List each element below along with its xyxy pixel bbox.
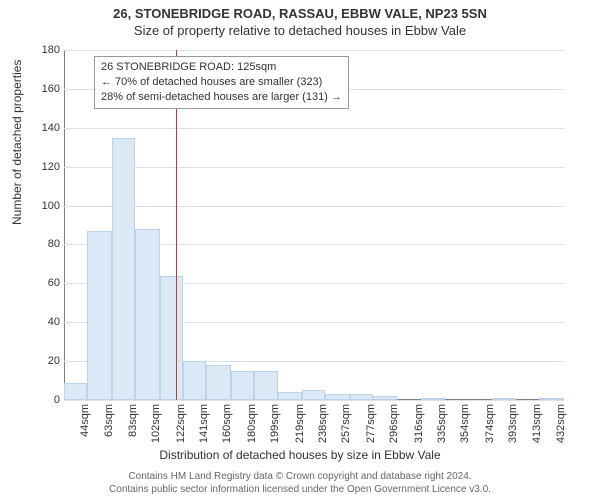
y-axis-label: Number of detached properties xyxy=(10,60,24,225)
annotation-line-3: 28% of semi-detached houses are larger (… xyxy=(101,90,342,105)
footer-line-1: Contains HM Land Registry data © Crown c… xyxy=(0,470,600,483)
y-tick-label: 0 xyxy=(28,394,60,406)
x-tick-label: 374sqm xyxy=(484,404,496,443)
histogram-bar xyxy=(112,138,135,401)
y-tick-label: 80 xyxy=(28,238,60,250)
x-tick-label: 219sqm xyxy=(294,404,306,443)
x-tick-label: 141sqm xyxy=(198,404,210,443)
x-tick-label: 432sqm xyxy=(555,404,567,443)
x-tick-label: 122sqm xyxy=(175,404,187,443)
histogram-bar xyxy=(325,394,350,400)
x-tick-label: 296sqm xyxy=(388,404,400,443)
gridline xyxy=(64,167,564,168)
x-tick-label: 83sqm xyxy=(127,404,139,437)
histogram-bar xyxy=(539,398,564,400)
y-tick-label: 180 xyxy=(28,44,60,56)
y-tick-label: 100 xyxy=(28,200,60,212)
histogram-bar xyxy=(350,394,373,400)
y-tick-label: 120 xyxy=(28,161,60,173)
histogram-bar xyxy=(302,390,325,400)
histogram-bar xyxy=(231,371,254,400)
x-tick-label: 393sqm xyxy=(507,404,519,443)
x-tick-label: 335sqm xyxy=(436,404,448,443)
x-tick-label: 180sqm xyxy=(246,404,258,443)
gridline xyxy=(64,206,564,207)
y-tick-label: 40 xyxy=(28,316,60,328)
y-tick-label: 140 xyxy=(28,122,60,134)
x-tick-label: 102sqm xyxy=(150,404,162,443)
annotation-box: 26 STONEBRIDGE ROAD: 125sqm ← 70% of det… xyxy=(94,56,349,109)
y-axis-line xyxy=(64,50,65,400)
histogram-bar xyxy=(421,398,446,400)
gridline xyxy=(64,50,564,51)
page-subtitle: Size of property relative to detached ho… xyxy=(0,23,600,38)
gridline xyxy=(64,400,564,401)
x-tick-label: 160sqm xyxy=(221,404,233,443)
histogram-bar xyxy=(135,229,160,400)
histogram-bar xyxy=(183,361,206,400)
x-tick-label: 277sqm xyxy=(365,404,377,443)
histogram-bar xyxy=(64,383,87,401)
histogram-bar xyxy=(254,371,279,400)
x-tick-label: 413sqm xyxy=(531,404,543,443)
histogram-bar xyxy=(492,398,517,400)
gridline xyxy=(64,128,564,129)
y-tick-label: 60 xyxy=(28,277,60,289)
x-tick-label: 316sqm xyxy=(413,404,425,443)
x-axis-label: Distribution of detached houses by size … xyxy=(0,448,600,462)
y-tick-label: 20 xyxy=(28,355,60,367)
annotation-line-2: ← 70% of detached houses are smaller (32… xyxy=(101,75,342,90)
histogram-bar xyxy=(373,396,398,400)
x-tick-label: 354sqm xyxy=(459,404,471,443)
footer-line-3: Contains public sector information licen… xyxy=(0,483,600,496)
x-tick-label: 63sqm xyxy=(103,404,115,437)
histogram-bar xyxy=(278,392,301,400)
histogram-bar xyxy=(206,365,231,400)
x-tick-label: 199sqm xyxy=(269,404,281,443)
x-tick-label: 44sqm xyxy=(79,404,91,437)
footer-attribution: Contains HM Land Registry data © Crown c… xyxy=(0,470,600,496)
y-tick-label: 160 xyxy=(28,83,60,95)
page-title: 26, STONEBRIDGE ROAD, RASSAU, EBBW VALE,… xyxy=(0,6,600,21)
title-block: 26, STONEBRIDGE ROAD, RASSAU, EBBW VALE,… xyxy=(0,0,600,38)
x-tick-label: 238sqm xyxy=(317,404,329,443)
histogram-chart: 26 STONEBRIDGE ROAD: 125sqm ← 70% of det… xyxy=(64,50,564,400)
histogram-bar xyxy=(160,276,183,400)
histogram-bar xyxy=(87,231,112,400)
annotation-line-1: 26 STONEBRIDGE ROAD: 125sqm xyxy=(101,60,342,75)
x-tick-label: 257sqm xyxy=(340,404,352,443)
